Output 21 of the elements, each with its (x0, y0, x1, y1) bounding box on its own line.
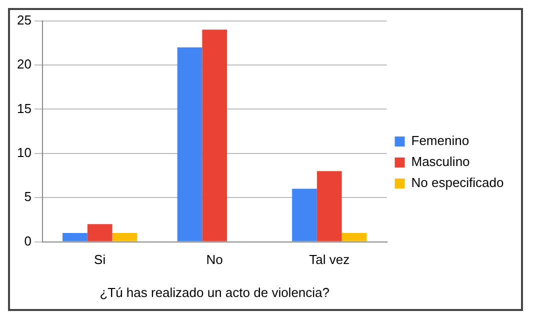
bar (292, 188, 317, 242)
bar (87, 224, 112, 242)
x-tick-label: Si (94, 252, 106, 268)
y-tick-label: 5 (24, 189, 32, 204)
y-tick-label: 25 (16, 12, 32, 28)
bar (202, 30, 228, 242)
legend-label: Femenino (411, 133, 470, 148)
y-tick-label: 0 (24, 233, 32, 248)
bar (342, 232, 367, 242)
y-tick-label: 20 (16, 56, 32, 72)
x-axis-title: ¿Tú has realizado un acto de violencia? (100, 284, 330, 300)
x-tick-label: Tal vez (309, 252, 350, 268)
bar (316, 171, 342, 242)
bar (62, 232, 88, 242)
legend-label: No especificado (411, 175, 504, 190)
bar (177, 47, 202, 242)
y-tick-label: 15 (16, 100, 32, 116)
bar (112, 232, 138, 242)
legend-label: Masculino (411, 154, 470, 170)
y-tick-label: 10 (16, 144, 32, 160)
x-tick-label: No (206, 252, 223, 268)
